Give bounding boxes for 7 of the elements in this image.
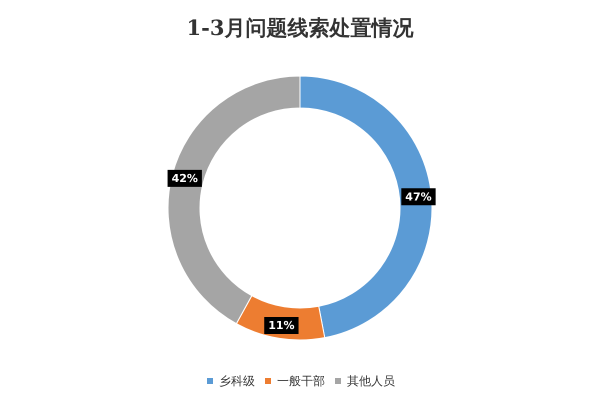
legend-label: 一般干部 bbox=[277, 374, 325, 388]
legend-label: 其他人员 bbox=[347, 374, 395, 388]
data-label: 47% bbox=[405, 190, 432, 204]
chart-title: 1-3月问题线索处置情况 bbox=[186, 15, 414, 40]
data-label: 11% bbox=[268, 319, 295, 332]
legend-label: 乡科级 bbox=[219, 374, 255, 388]
data-label: 42% bbox=[172, 172, 198, 185]
